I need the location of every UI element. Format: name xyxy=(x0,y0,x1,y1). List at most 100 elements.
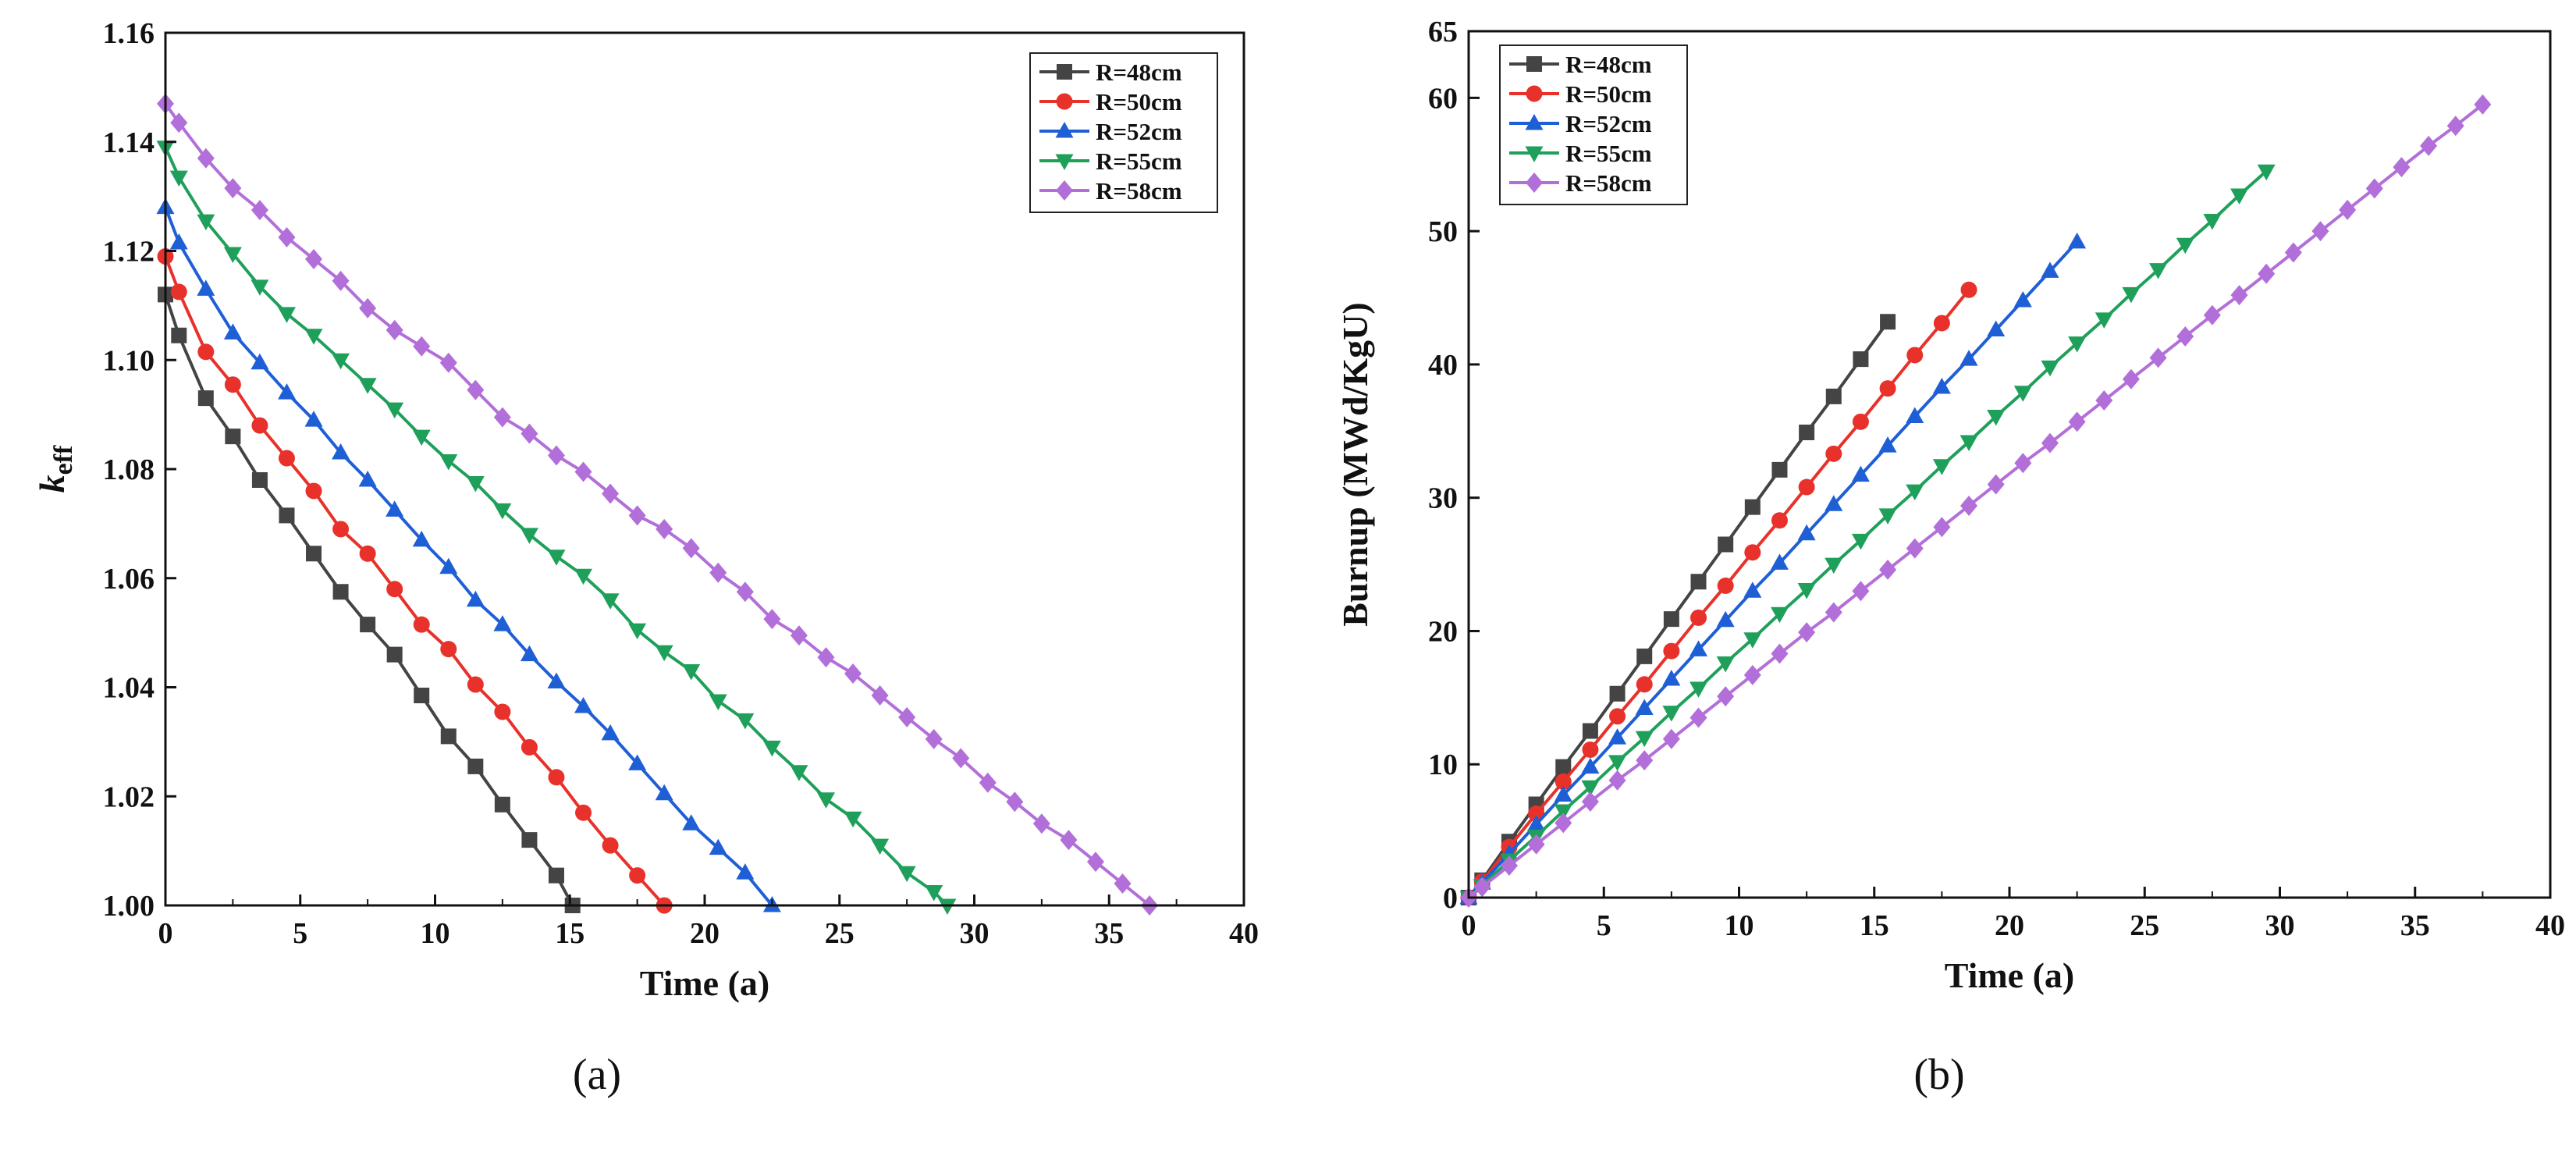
x-tick-label: 25 xyxy=(2130,909,2159,942)
data-point xyxy=(709,838,727,855)
data-point xyxy=(1609,708,1626,725)
data-point xyxy=(1581,780,1600,797)
data-point xyxy=(332,353,350,370)
x-tick-label: 40 xyxy=(2535,909,2565,942)
data-point xyxy=(466,590,485,607)
legend-label: R=48cm xyxy=(1565,51,1652,78)
legend-marker xyxy=(1056,93,1073,110)
data-point xyxy=(816,792,835,809)
data-point xyxy=(1744,499,1761,515)
x-tick-label: 5 xyxy=(293,917,307,950)
series-line-R=55cm xyxy=(164,146,949,907)
series-R=52cm xyxy=(1459,232,2087,905)
series-R=50cm xyxy=(1460,281,1977,906)
data-point xyxy=(1879,380,1896,397)
legend-item: R=55cm xyxy=(1039,148,1182,175)
data-point xyxy=(466,475,485,493)
data-point xyxy=(1987,320,2006,337)
legend-label: R=52cm xyxy=(1096,118,1182,145)
data-point xyxy=(736,582,754,603)
panel-label-a: (a) xyxy=(573,1051,621,1099)
y-tick-label: 1.00 xyxy=(103,890,155,923)
data-point xyxy=(278,227,296,248)
y-tick-label: 1.04 xyxy=(103,672,155,705)
data-point xyxy=(2176,326,2194,347)
y-axis-title-b: Burnup (MWd/KgU) xyxy=(1335,302,1375,626)
y-tick-label: 1.06 xyxy=(103,563,155,596)
data-point xyxy=(1690,707,1707,728)
data-point xyxy=(1987,474,2005,495)
series-R=55cm xyxy=(1459,164,2276,907)
data-point xyxy=(2122,286,2141,304)
data-point xyxy=(1906,538,1924,559)
data-point xyxy=(412,530,431,547)
data-point xyxy=(2257,164,2276,181)
data-point xyxy=(332,443,350,460)
data-point xyxy=(2068,232,2087,249)
data-point xyxy=(1608,755,1627,771)
data-point xyxy=(1797,524,1816,541)
data-point xyxy=(763,609,781,630)
data-point xyxy=(440,641,457,658)
data-point xyxy=(250,200,268,221)
legend-label: R=50cm xyxy=(1565,80,1652,108)
legend-label: R=55cm xyxy=(1565,140,1652,167)
data-point xyxy=(2420,135,2438,156)
y-tick-label: 30 xyxy=(1428,482,1458,515)
data-point xyxy=(547,672,566,689)
legend-marker xyxy=(1525,146,1544,162)
data-point xyxy=(1581,791,1599,813)
data-point xyxy=(925,728,943,749)
data-point xyxy=(1771,512,1788,529)
data-point xyxy=(2095,312,2113,329)
data-point xyxy=(1743,664,1761,685)
y-tick-label: 1.08 xyxy=(103,453,155,486)
data-point xyxy=(1527,815,1546,831)
data-point xyxy=(223,247,242,263)
data-point xyxy=(304,411,323,427)
data-point xyxy=(1960,435,1978,451)
x-tick-label: 15 xyxy=(555,917,584,950)
legend-item: R=48cm xyxy=(1509,51,1652,78)
data-point xyxy=(547,549,566,566)
x-tick-label: 15 xyxy=(1860,909,1889,942)
data-point xyxy=(736,863,755,880)
data-point xyxy=(1825,602,1842,623)
data-point xyxy=(682,664,701,681)
data-point xyxy=(1825,495,1843,511)
data-point xyxy=(359,545,376,562)
data-point xyxy=(1743,582,1762,598)
data-point xyxy=(1933,517,1951,538)
data-point xyxy=(412,429,431,446)
series-line-R=50cm xyxy=(1467,289,1970,899)
data-point xyxy=(898,706,916,727)
data-point xyxy=(1771,643,1789,664)
data-point xyxy=(360,617,376,633)
legend-item: R=55cm xyxy=(1509,140,1652,167)
data-point xyxy=(1635,731,1654,748)
data-point xyxy=(2013,290,2032,308)
data-point xyxy=(251,417,268,434)
legend-item: R=50cm xyxy=(1509,80,1652,108)
data-point xyxy=(521,738,538,756)
y-axis-title-subscript: eff xyxy=(49,445,78,475)
data-point xyxy=(169,233,188,250)
data-point xyxy=(1690,574,1707,590)
data-point xyxy=(277,383,296,400)
data-point xyxy=(277,307,296,323)
data-point xyxy=(413,336,431,357)
legend-item: R=58cm xyxy=(1509,169,1652,197)
legend-marker xyxy=(1525,114,1544,130)
data-point xyxy=(332,270,350,291)
x-tick-label: 35 xyxy=(2400,909,2430,942)
data-point xyxy=(1852,581,1870,602)
data-point xyxy=(1582,741,1599,758)
x-tick-label: 5 xyxy=(1597,909,1611,942)
data-point xyxy=(197,214,215,231)
data-point xyxy=(1798,622,1816,643)
data-point xyxy=(251,471,268,488)
data-point xyxy=(1636,750,1654,771)
data-point xyxy=(386,500,404,517)
series-R=55cm xyxy=(156,140,957,915)
